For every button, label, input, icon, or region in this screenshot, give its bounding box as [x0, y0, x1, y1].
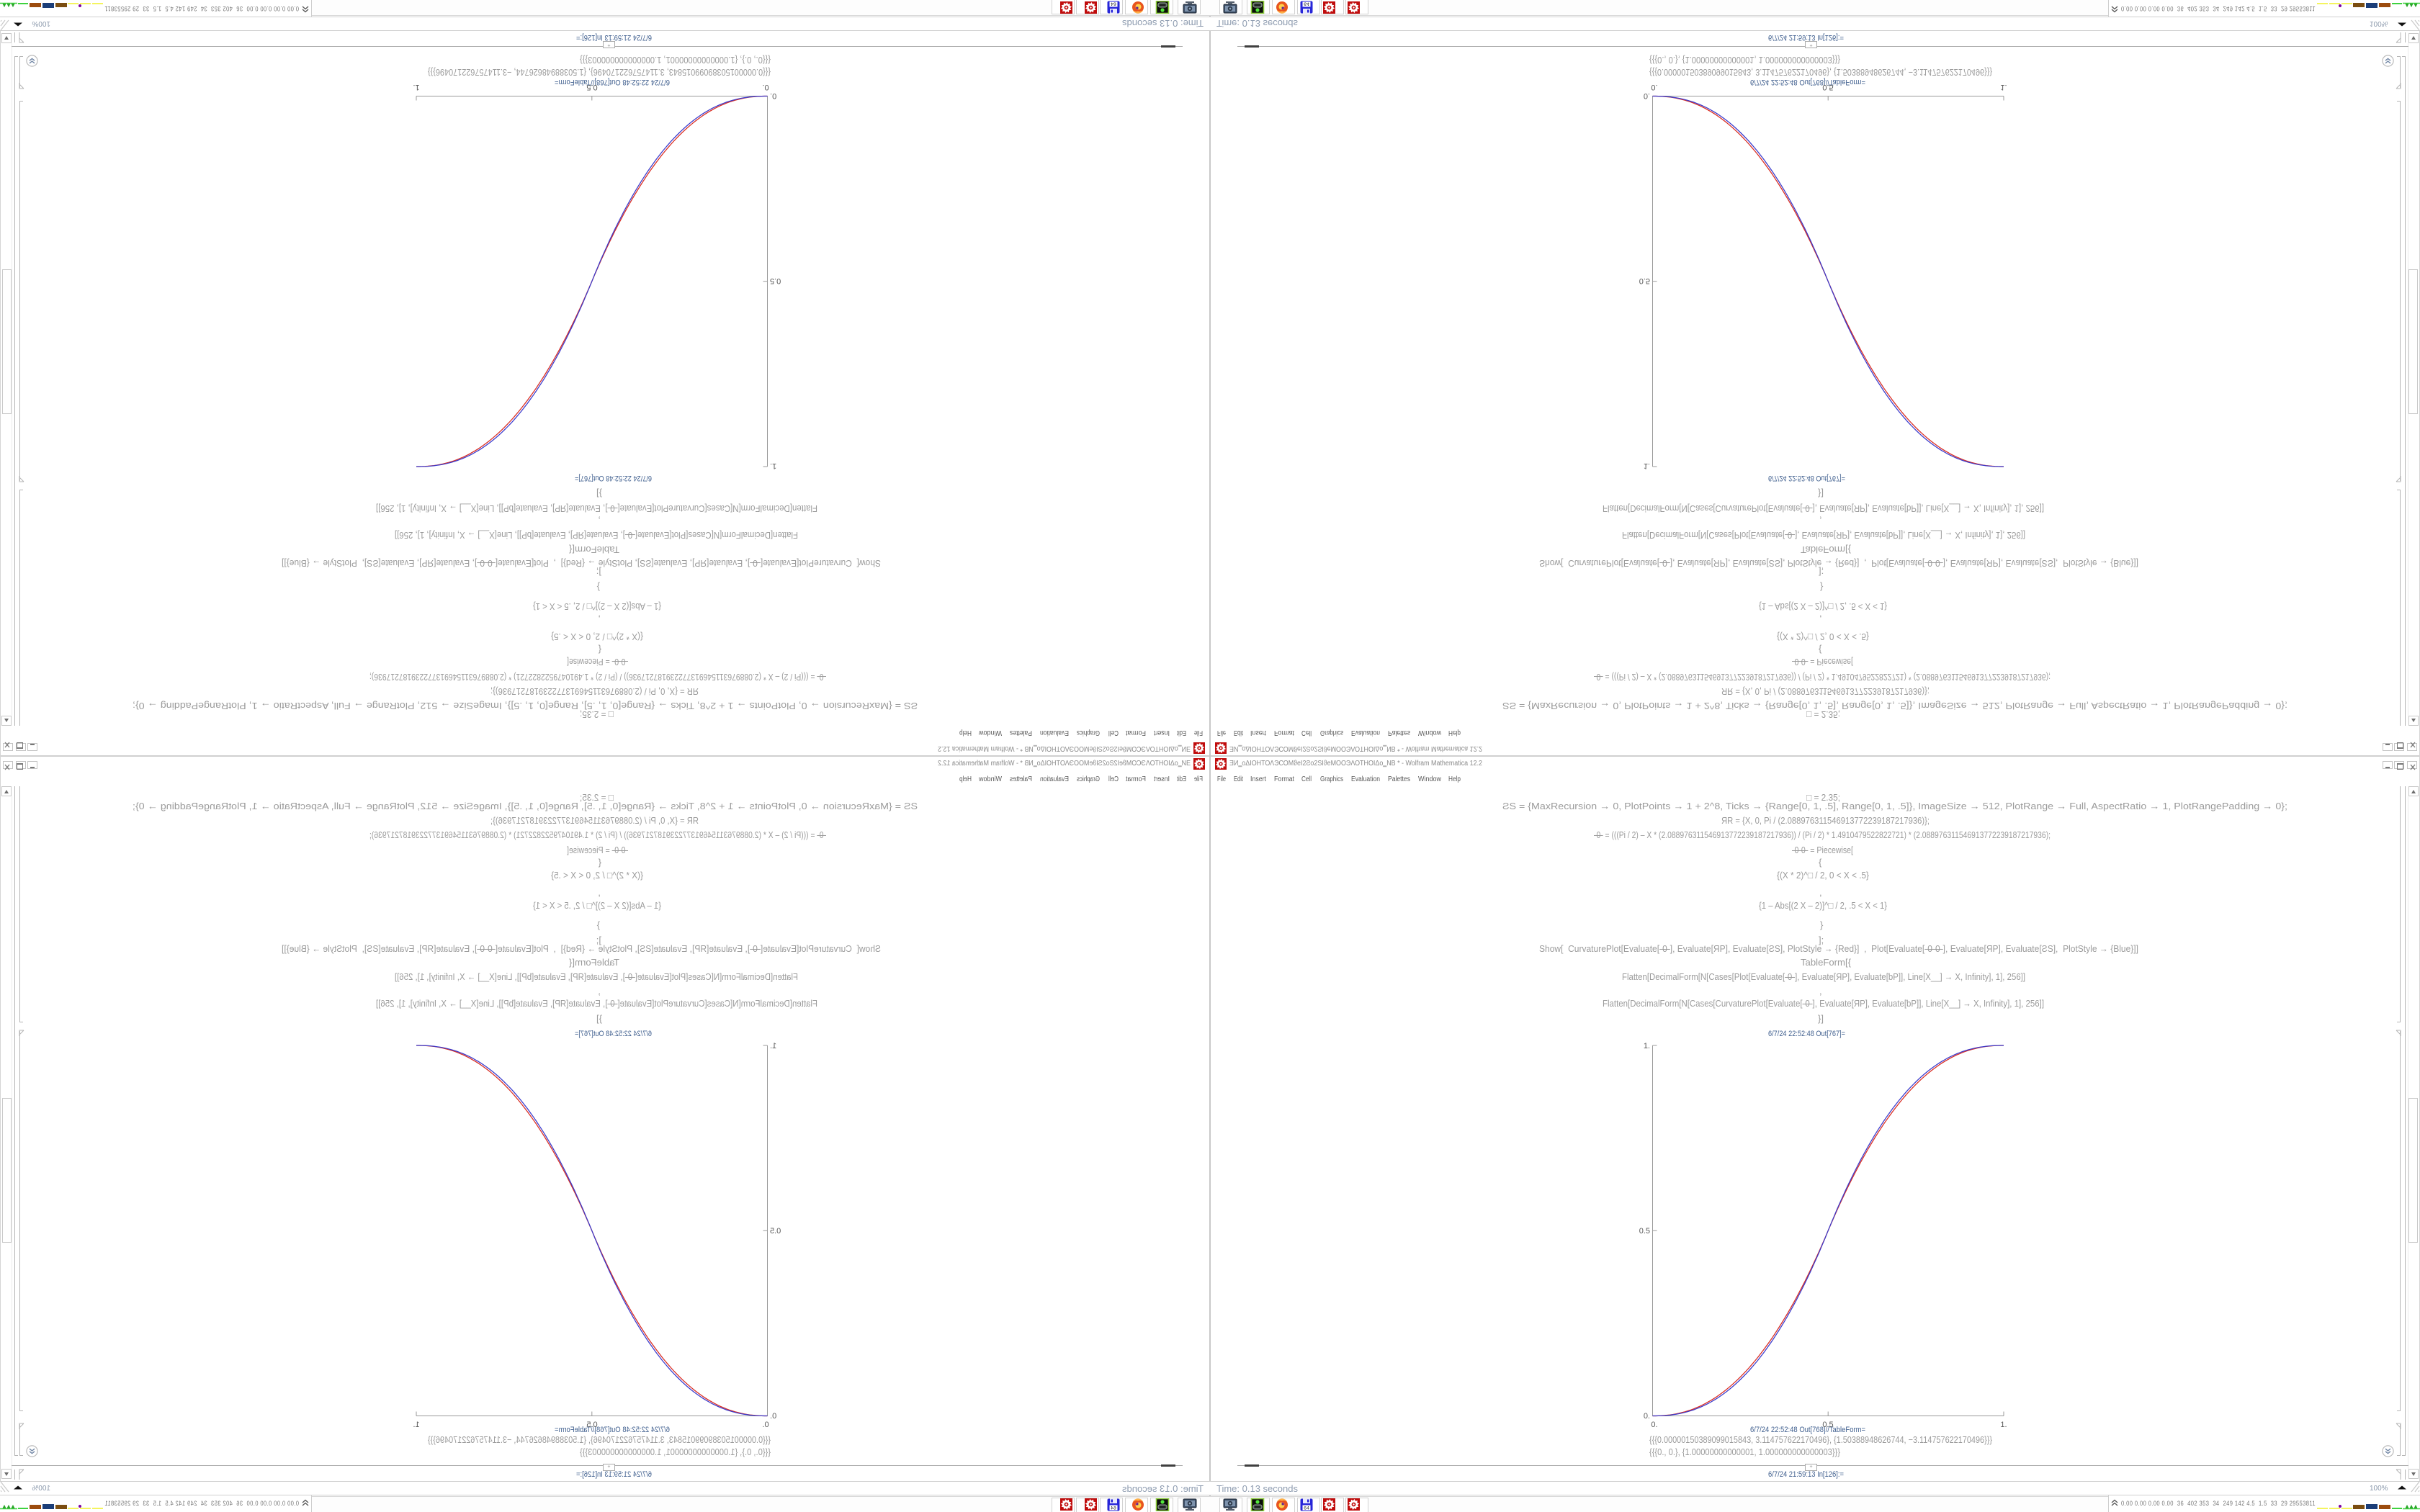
svg-text:64: 64 — [1304, 1506, 1309, 1511]
svg-text:0.: 0. — [762, 1421, 768, 1429]
svg-text:1.: 1. — [413, 1421, 419, 1429]
svg-text:0.5: 0.5 — [1639, 1227, 1650, 1236]
svg-text:1.: 1. — [770, 462, 776, 470]
svg-text:64: 64 — [1111, 1506, 1116, 1511]
svg-text:0.: 0. — [1651, 83, 1657, 91]
svg-text:0.5: 0.5 — [1822, 83, 1833, 91]
svg-text:0.5: 0.5 — [586, 1421, 597, 1429]
svg-text:0.: 0. — [1651, 1421, 1657, 1429]
svg-text:1.: 1. — [2000, 1421, 2007, 1429]
svg-text:0.5: 0.5 — [770, 1227, 781, 1236]
svg-text:64: 64 — [1304, 1, 1309, 6]
svg-text:64: 64 — [1111, 1, 1116, 6]
svg-text:0.: 0. — [1644, 1412, 1650, 1421]
svg-text:0.: 0. — [762, 83, 768, 91]
svg-text:1.: 1. — [1644, 462, 1650, 470]
svg-text:0.5: 0.5 — [1822, 1421, 1833, 1429]
svg-text:0.: 0. — [1644, 91, 1650, 100]
svg-text:0.5: 0.5 — [586, 83, 597, 91]
svg-text:0.: 0. — [770, 1412, 776, 1421]
svg-text:0.: 0. — [770, 91, 776, 100]
svg-text:1.: 1. — [1644, 1042, 1650, 1050]
svg-text:1.: 1. — [770, 1042, 776, 1050]
svg-text:1.: 1. — [413, 83, 419, 91]
svg-text:0.5: 0.5 — [770, 276, 781, 285]
svg-text:1.: 1. — [2000, 83, 2007, 91]
svg-text:0.5: 0.5 — [1639, 276, 1650, 285]
